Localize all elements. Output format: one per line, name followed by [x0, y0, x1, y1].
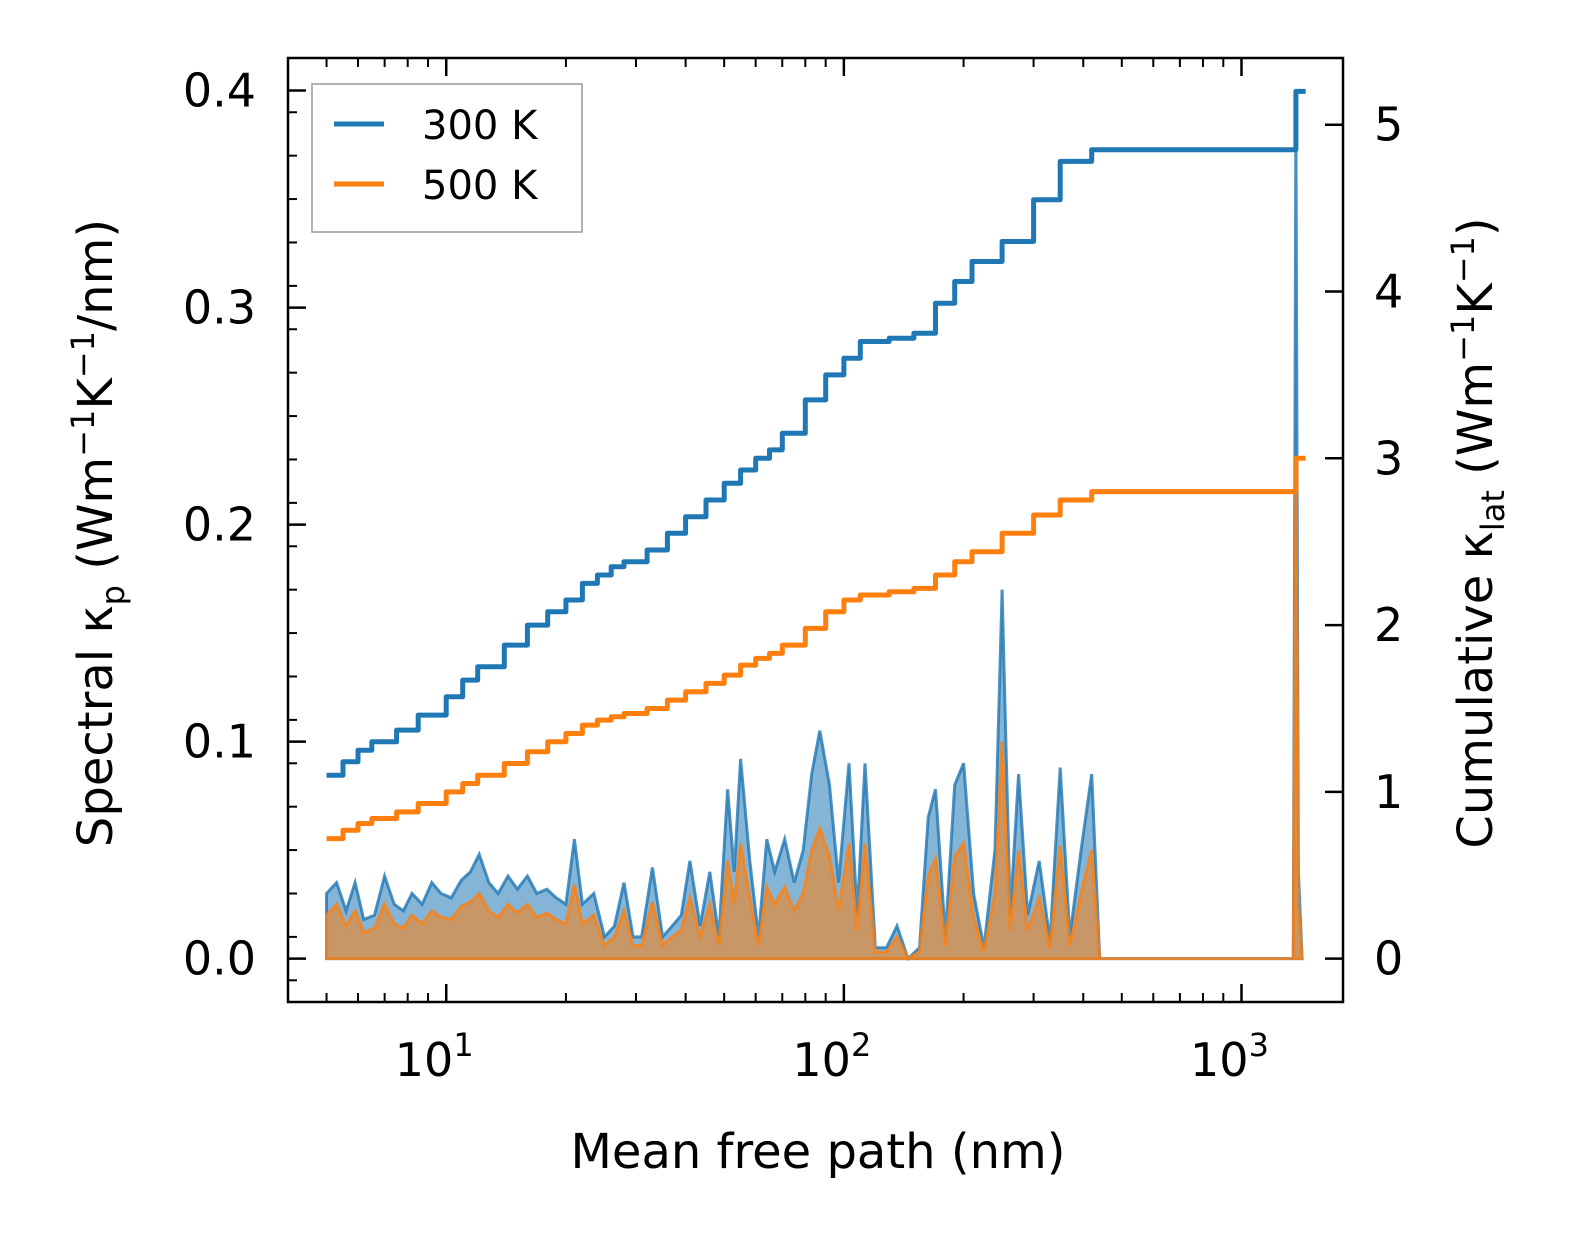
cumulative-line-300k: [326, 88, 1306, 778]
axis-ticks: 101 102 103 0.0 0.1 0.2 0.3 0.4 0 1 2 3 4 5: [183, 58, 1403, 1087]
x-tick-label: 102: [792, 1026, 871, 1087]
y-axis-label-right: Cumulative κlat (Wm−1K−1): [1444, 217, 1512, 848]
spectral-area-300k: [324, 112, 1304, 962]
cumulative-line-500k: [326, 455, 1306, 842]
y-left-tick-label: 0.4: [183, 64, 256, 118]
spectral-fills: [324, 112, 1304, 962]
y-axis-label-left: Spectral κp (Wm−1K−1/nm): [64, 219, 132, 847]
y-left-tick-label: 0.0: [183, 932, 256, 986]
y-right-tick-label: 3: [1374, 431, 1403, 485]
y-right-tick-label: 4: [1374, 264, 1403, 318]
y-right-tick-label: 0: [1374, 932, 1403, 986]
y-right-tick-label: 5: [1374, 98, 1403, 152]
legend: 300 K 500 K: [311, 83, 583, 233]
cumulative-lines: [326, 88, 1306, 842]
y-right-tick-label: 1: [1374, 765, 1403, 819]
y-right-tick-label: 2: [1374, 598, 1403, 652]
y-left-tick-label: 0.3: [183, 281, 256, 335]
x-tick-label: 103: [1190, 1026, 1269, 1087]
spectral-area-500k: [324, 459, 1304, 961]
y-left-tick-label: 0.1: [183, 715, 256, 769]
x-tick-label: 101: [395, 1026, 474, 1087]
x-axis-label: Mean free path (nm): [571, 1124, 1066, 1180]
legend-label-300k: 300 K: [422, 103, 539, 149]
legend-label-500k: 500 K: [422, 163, 539, 209]
legend-frame: [311, 83, 583, 233]
y-left-tick-label: 0.2: [183, 498, 256, 552]
plot-frame: [286, 56, 1345, 1004]
